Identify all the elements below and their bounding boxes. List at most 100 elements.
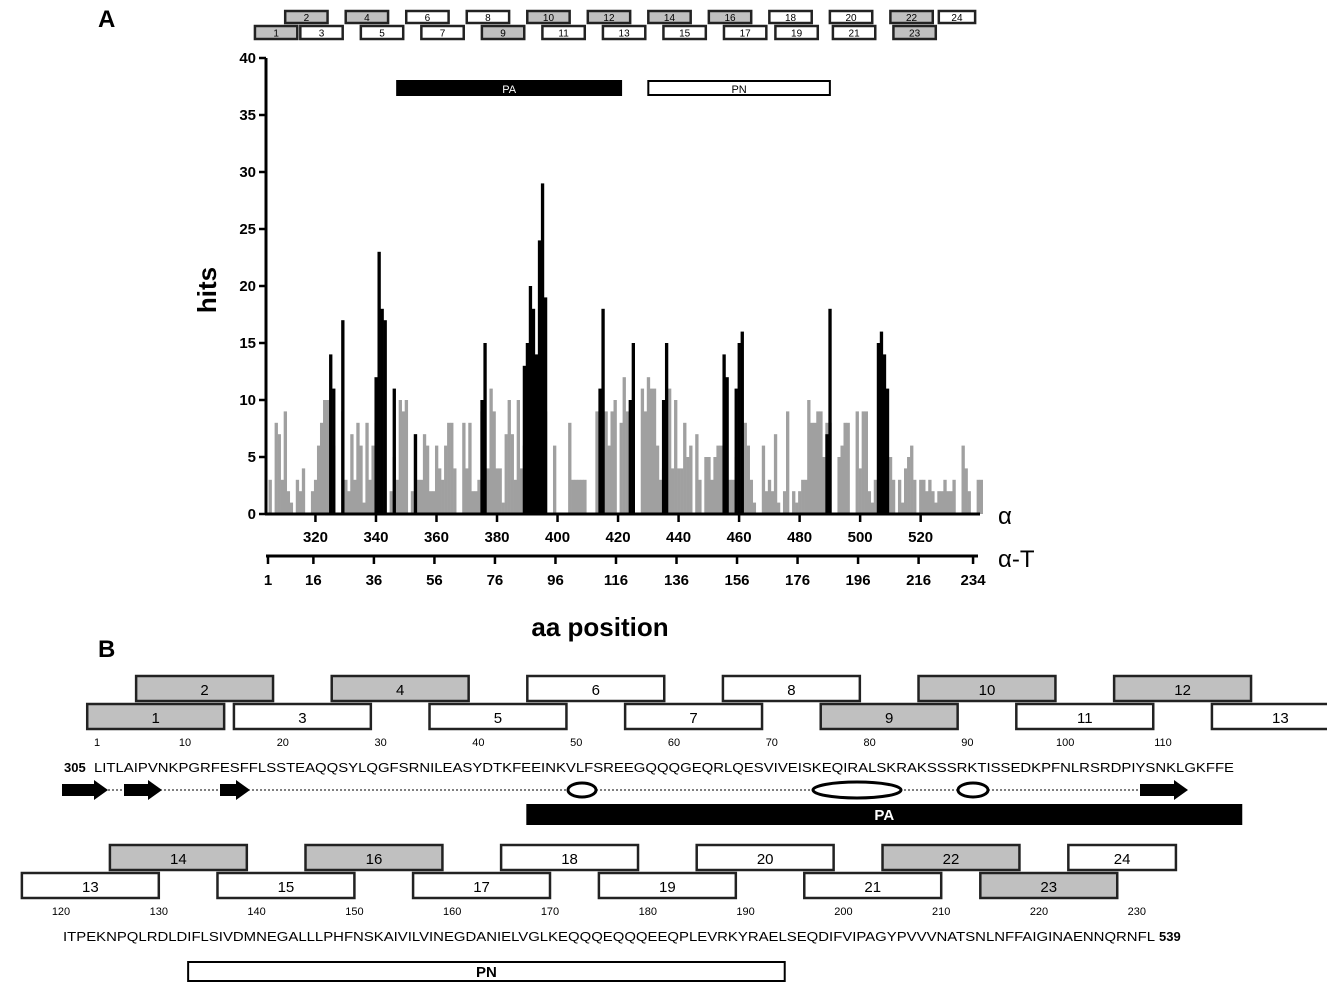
peptide-box-bottom: [541, 24, 587, 41]
bar-gray: [952, 479, 956, 514]
domain-bar-label: PA: [502, 84, 517, 96]
bar-gray: [450, 422, 454, 514]
map-box-bottom: [20, 871, 161, 900]
map-box-top: [499, 843, 640, 872]
bar-gray: [813, 422, 817, 514]
map-box-bottom-label: 23: [1040, 879, 1057, 896]
bar-gray: [410, 491, 415, 514]
bar-gray: [283, 411, 288, 514]
bar-gray: [313, 479, 318, 514]
bar-black: [528, 286, 533, 514]
panel-label-b: B: [98, 636, 116, 663]
bar-gray: [925, 491, 929, 514]
bar-gray: [326, 400, 330, 514]
peptide-box-top: [937, 9, 977, 25]
peptide-box-bottom-label: 1: [273, 29, 279, 40]
bar-gray: [776, 502, 781, 514]
bar-gray: [928, 479, 932, 514]
map-tick-label: 40: [472, 737, 484, 749]
peptide-box-top: [768, 9, 813, 25]
map-box-bottom: [819, 702, 959, 731]
x-tick-label-alpha: 380: [484, 529, 509, 546]
bar-gray: [444, 445, 448, 514]
map-domain-label: PN: [476, 964, 497, 981]
bar-gray: [646, 377, 651, 514]
peptide-box-top: [465, 9, 511, 25]
bar-gray: [767, 479, 772, 514]
bar-black: [522, 365, 527, 514]
bar-gray: [319, 422, 324, 514]
peptide-box-bottom: [480, 24, 526, 41]
x-tick-label-alpha: 460: [727, 529, 752, 546]
peptide-box-bottom-label: 15: [679, 29, 691, 40]
map-box-top: [330, 674, 470, 703]
y-tick-label: 5: [248, 449, 256, 466]
bar-gray: [840, 445, 844, 514]
bar-gray: [674, 400, 678, 514]
bar-black: [392, 388, 396, 514]
bar-gray: [441, 479, 445, 514]
bar-gray: [580, 479, 584, 514]
x-tick-label-alpha: 500: [848, 529, 873, 546]
x-tick-label-alpha-t: 156: [725, 572, 750, 589]
bar-gray: [816, 411, 820, 514]
bar-gray: [922, 479, 926, 514]
map-domain-pa: [526, 804, 1243, 825]
x-tick-label-alpha: 440: [666, 529, 691, 546]
bar-gray: [604, 411, 608, 514]
x-tick-label-alpha: 400: [545, 529, 570, 546]
peptide-box-top-label: 6: [425, 13, 431, 24]
peptide-box-top-label: 4: [364, 13, 370, 24]
x-tick-label-alpha-t: 176: [785, 572, 810, 589]
bar-black: [377, 251, 381, 515]
bar-gray: [861, 411, 865, 514]
x-tick-label-alpha-t: 76: [487, 572, 504, 589]
bar-black: [413, 434, 418, 514]
bar-gray: [761, 445, 766, 514]
map-box-bottom: [232, 702, 373, 731]
bar-gray: [792, 491, 796, 514]
panel-label-a: A: [98, 6, 116, 33]
bar-gray: [323, 400, 327, 514]
bar-gray: [667, 388, 672, 514]
bar-gray: [350, 434, 354, 514]
map-tick-label: 170: [541, 906, 559, 918]
bar-gray: [498, 468, 502, 514]
bar-gray: [680, 468, 684, 514]
bar-gray: [964, 468, 968, 514]
map-box-top-label: 8: [787, 682, 795, 699]
map-box-bottom-label: 17: [473, 879, 490, 896]
bar-gray: [489, 388, 493, 514]
bar-gray: [967, 491, 971, 514]
bar-black: [341, 320, 345, 514]
bar-gray: [310, 491, 315, 514]
bar-gray: [695, 434, 699, 514]
y-tick-label: 30: [239, 164, 256, 181]
bar-black: [828, 308, 832, 514]
bar-gray: [888, 457, 893, 514]
bar-black: [601, 308, 605, 514]
bar-gray: [395, 479, 399, 514]
map-box-bottom: [597, 871, 738, 900]
map-box-bottom: [803, 871, 943, 900]
bar-gray: [501, 502, 505, 514]
peptide-box-top-label: 16: [724, 13, 736, 24]
y-tick-label: 20: [239, 278, 256, 295]
bar-gray: [368, 479, 372, 514]
y-axis-title: hits: [192, 267, 222, 313]
bar-gray: [782, 491, 787, 514]
bar-black: [628, 400, 632, 514]
x-axis-alpha-t-title: α-T: [998, 546, 1035, 573]
peptide-box-bottom: [253, 24, 299, 41]
map-tick-label: 110: [1154, 737, 1172, 749]
bar-gray: [404, 400, 409, 514]
bar-black: [540, 183, 545, 514]
map-tick-label: 10: [179, 737, 191, 749]
peptide-box-top-label: 20: [845, 13, 857, 24]
map-tick-label: 90: [961, 737, 973, 749]
bar-black: [534, 354, 539, 514]
bar-gray: [743, 422, 747, 514]
bar-gray: [719, 445, 723, 514]
peptide-box-bottom: [359, 24, 405, 41]
